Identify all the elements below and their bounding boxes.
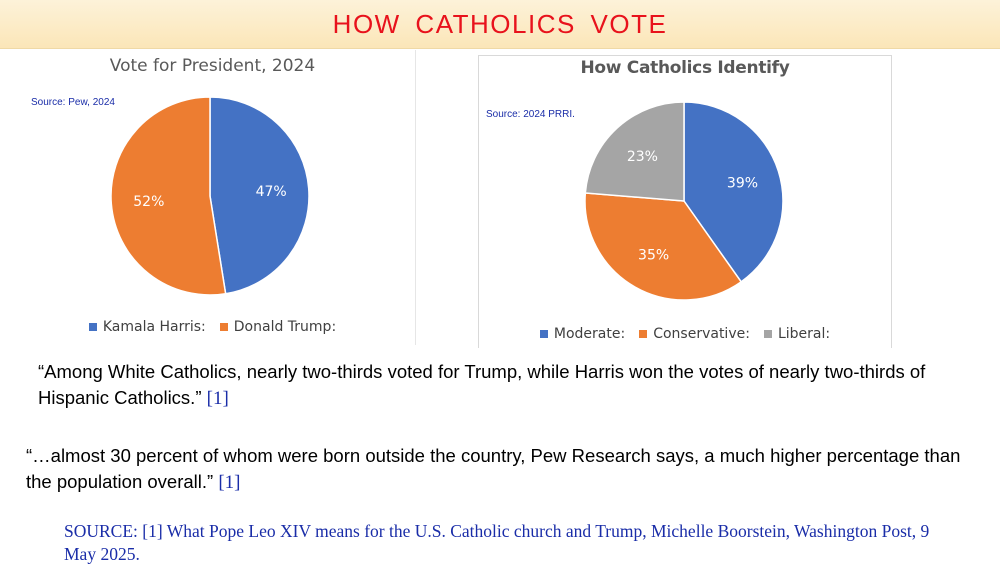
quote-reference-link[interactable]: [1]	[218, 472, 241, 493]
identify-chart-title: How Catholics Identify	[580, 58, 790, 78]
pie-slice-1-1	[584, 192, 743, 301]
identify-chart-panel: How Catholics Identify Source: 2024 PRRI…	[478, 55, 892, 348]
title-banner: HOW CATHOLICS VOTE	[0, 0, 1000, 49]
legend-swatch-liberal	[763, 330, 772, 338]
pie-label-1-0: 39%	[727, 175, 758, 191]
pie-label-0-1: 52%	[133, 194, 164, 210]
pie-slice-0-1	[110, 96, 227, 296]
vote-chart-legend: Kamala Harris: Donald Trump:	[10, 319, 415, 335]
pie-slice-0-0	[209, 96, 310, 295]
legend-swatch-moderate	[539, 330, 548, 338]
legend-label-liberal: Liberal:	[777, 326, 831, 342]
source-citation: SOURCE: [1] What Pope Leo XIV means for …	[64, 521, 930, 564]
legend-swatch-harris	[88, 323, 97, 331]
quote-reference-link[interactable]: [1]	[206, 388, 229, 409]
legend-label-trump: Donald Trump:	[233, 319, 337, 335]
page-title: HOW CATHOLICS VOTE	[332, 8, 668, 39]
legend-label-harris: Kamala Harris:	[102, 319, 206, 335]
vote-chart-panel: Vote for President, 2024 Source: Pew, 20…	[10, 50, 416, 345]
pie-label-1-1: 35%	[638, 247, 669, 263]
legend-label-conservative: Conservative:	[653, 326, 750, 342]
identify-chart-legend: Moderate: Conservative: Liberal:	[479, 326, 891, 342]
legend-label-moderate: Moderate:	[553, 326, 626, 342]
legend-item-harris: Kamala Harris:	[88, 319, 206, 335]
vote-chart-title: Vote for President, 2024	[109, 56, 316, 76]
vote-chart-source: Source: Pew, 2024	[31, 97, 115, 108]
identify-pie-chart: 39% 35% 23%	[584, 101, 784, 301]
pie-label-0-0: 47%	[256, 184, 287, 200]
quote-born-outside-country: “…almost 30 percent of whom were born ou…	[26, 443, 976, 496]
legend-item-moderate: Moderate:	[539, 326, 626, 342]
legend-swatch-conservative	[639, 330, 648, 338]
legend-item-liberal: Liberal:	[763, 326, 831, 342]
quote-text: “Among White Catholics, nearly two-third…	[38, 361, 926, 408]
pie-label-1-2: 23%	[627, 149, 658, 165]
pie-slice-1-2	[584, 101, 685, 202]
quote-text: “…almost 30 percent of whom were born ou…	[26, 445, 961, 492]
legend-item-trump: Donald Trump:	[219, 319, 337, 335]
legend-swatch-trump	[219, 323, 228, 331]
vote-pie-chart: 47% 52%	[110, 96, 310, 296]
quote-white-hispanic-catholics: “Among White Catholics, nearly two-third…	[38, 359, 973, 412]
identify-chart-source: Source: 2024 PRRI.	[486, 109, 575, 120]
legend-item-conservative: Conservative:	[639, 326, 750, 342]
pie-slice-1-0	[683, 101, 784, 283]
